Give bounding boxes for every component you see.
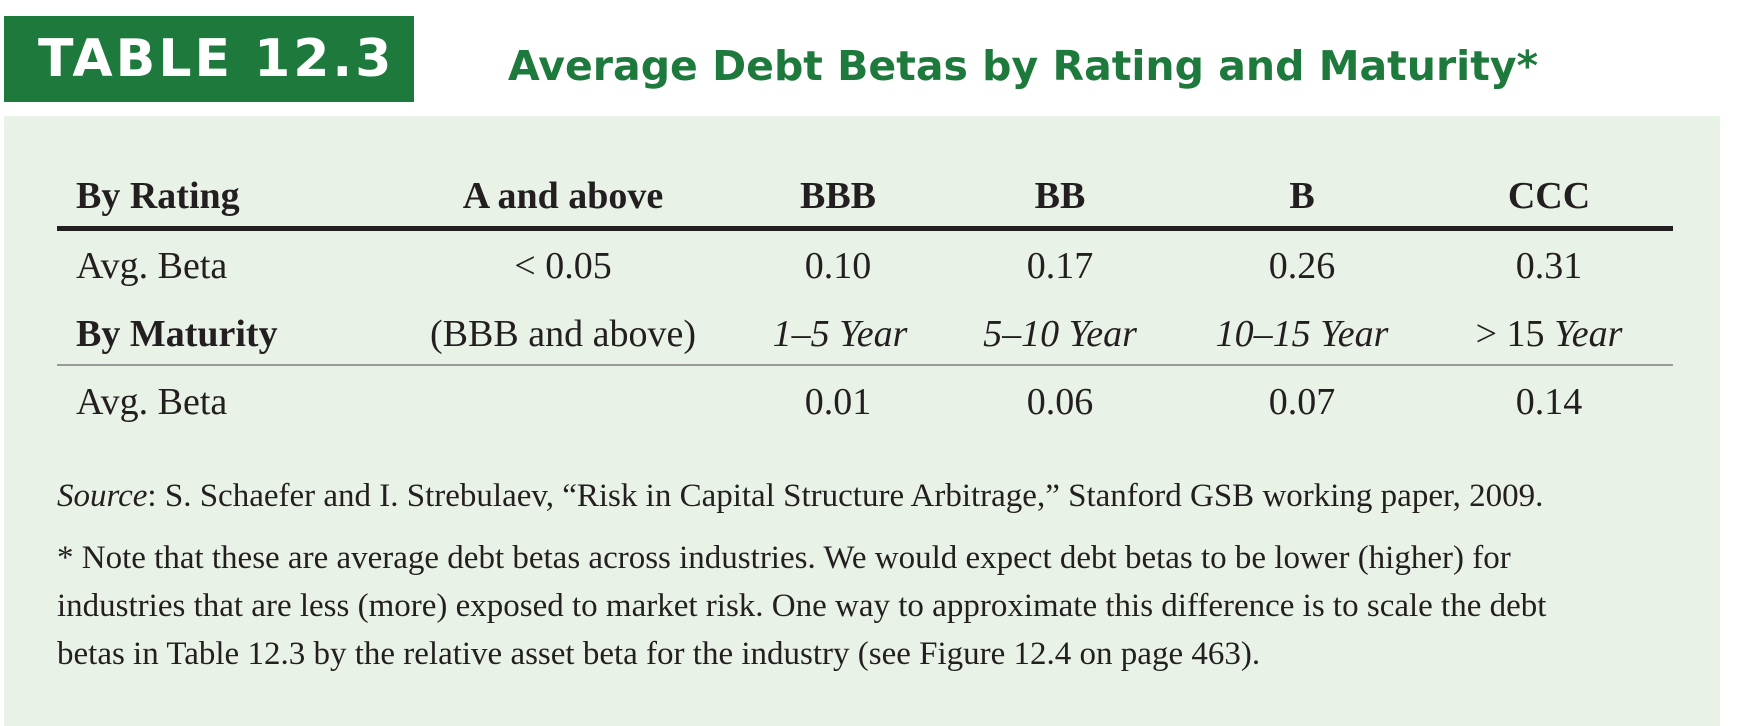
maturity-rule (57, 364, 1673, 366)
footnote: * Note that these are average debt betas… (57, 534, 1687, 678)
column-header: > 15 Year (1476, 304, 1623, 364)
row-label: Avg. Beta (76, 381, 228, 423)
source-label: Source (57, 478, 148, 514)
rating-header-row: By Rating A and above BBB BB B CCC (4, 166, 1720, 226)
table-cell: < 0.05 (514, 245, 612, 287)
column-header-prefix: > 15 (1475, 313, 1545, 355)
table-cell: 0.31 (1515, 245, 1583, 287)
table-title: Average Debt Betas by Rating and Maturit… (508, 42, 1539, 90)
column-header: A and above (462, 175, 664, 217)
footnote-line: * Note that these are average debt betas… (57, 540, 1511, 576)
source-text: : S. Schaefer and I. Strebulaev, “Risk i… (147, 478, 1544, 514)
maturity-header-row: By Maturity (BBB and above) 1–5 Year 5–1… (4, 304, 1720, 364)
table-cell: 0.10 (804, 245, 872, 287)
footnote-line: industries that are less (more) exposed … (57, 588, 1547, 624)
maturity-beta-row: Avg. Beta 0.01 0.06 0.07 0.14 (4, 372, 1720, 432)
column-header: B (1289, 175, 1315, 217)
rating-header-label: By Rating (76, 175, 240, 217)
table-cell: 0.14 (1515, 381, 1583, 423)
row-label: Avg. Beta (76, 245, 228, 287)
table-cell: 0.06 (1026, 381, 1094, 423)
header-rule (57, 226, 1673, 231)
rating-beta-row: Avg. Beta < 0.05 0.10 0.17 0.26 0.31 (4, 236, 1720, 296)
column-header: 5–10 Year (983, 313, 1137, 355)
maturity-header-label: By Maturity (76, 313, 278, 355)
footnote-line: betas in Table 12.3 by the relative asse… (57, 636, 1261, 672)
table-cell: 0.07 (1268, 381, 1336, 423)
column-header-suffix: Year (1554, 313, 1623, 355)
column-header: CCC (1507, 175, 1591, 217)
table-cell: 0.17 (1026, 245, 1094, 287)
table-cell: 0.26 (1268, 245, 1336, 287)
column-header: 10–15 Year (1215, 313, 1389, 355)
maturity-scope-note: (BBB and above) (430, 313, 696, 355)
table-number-badge: TABLE 12.3 (4, 16, 414, 102)
table-cell: 0.01 (804, 381, 872, 423)
column-header: BB (1034, 175, 1086, 217)
source-citation: Source: S. Schaefer and I. Strebulaev, “… (57, 472, 1543, 520)
column-header: BBB (799, 175, 877, 217)
column-header: 1–5 Year (772, 313, 908, 355)
table-panel: By Rating A and above BBB BB B CCC Avg. … (4, 116, 1720, 726)
